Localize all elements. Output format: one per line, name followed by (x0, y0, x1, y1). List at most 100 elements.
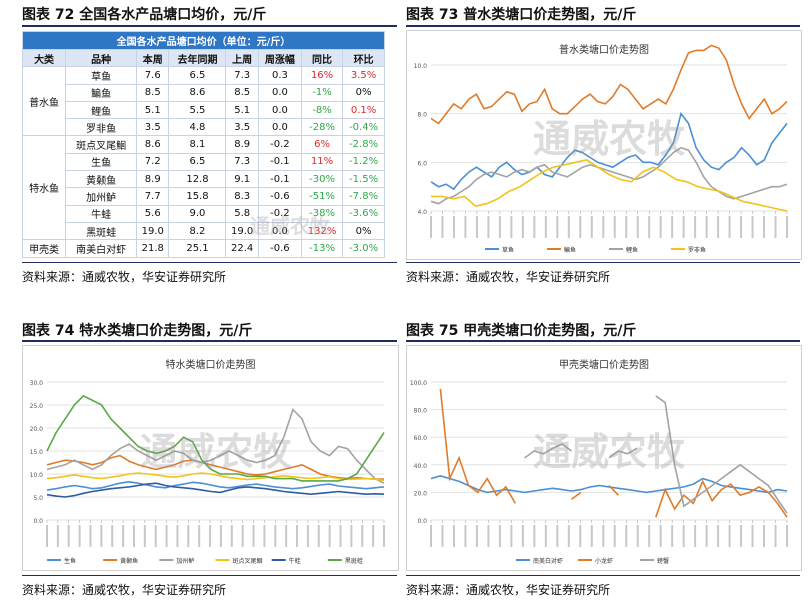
x-tick-label (154, 525, 157, 547)
y-tick-label: 5.0 (33, 495, 43, 502)
x-tick-label (717, 216, 720, 238)
wow-cell: -1.2% (342, 152, 385, 172)
table-row: 普水鱼 草鱼 7.6 6.5 7.3 0.3 16% 3.5% (21, 66, 385, 137)
x-tick-label (306, 525, 309, 547)
table-row: 黄颡鱼 8.9 12.8 9.1 -0.1 -30% -1.5% (23, 170, 385, 189)
x-tick-label (659, 216, 662, 238)
wow-cell: 0% (342, 221, 385, 241)
series-line (46, 408, 385, 484)
chart-75-panel: 甲壳类塘口价走势图 0.0 20.0 40.0 60.0 80.0 100.0 通威农牧 南美白… (406, 345, 802, 571)
x-tick-label (430, 525, 432, 547)
series-line (46, 454, 384, 480)
y-tick-label: 60.0 (414, 435, 428, 442)
series-line (46, 472, 385, 482)
category-cell: 甲壳类 (21, 239, 67, 258)
watermark: 通威农牧 (533, 117, 686, 161)
x-tick-label (56, 525, 59, 547)
x-tick-label (498, 525, 501, 547)
x-tick-label (590, 216, 593, 238)
table-row: 特水鱼 斑点叉尾鮰 8.6 8.1 8.9 -0.2 6% -2.8% (21, 135, 385, 241)
source-note: 资料来源：通威农牧，华安证券研究所 (406, 583, 611, 597)
table-row: 罗非鱼 3.5 4.8 3.5 0.0 -28% -0.4% (23, 118, 385, 137)
chart-73-panel: 普水类塘口价走势图 4.0 6.0 8.0 10.0 通威农牧 草鱼 鳊鱼 鲤鱼 罗非鱼 (406, 30, 802, 260)
x-tick-label (67, 525, 70, 547)
x-tick-label (510, 525, 513, 547)
x-tick-label (544, 525, 547, 547)
product-cell: 斑点叉尾鮰 (65, 135, 138, 154)
x-tick-label (165, 525, 168, 547)
title-rule (406, 25, 800, 27)
value-cell: 5.1 (225, 100, 259, 120)
column-header: 大类 (21, 48, 67, 68)
category-cell: 特水鱼 (21, 135, 67, 241)
legend-label: 黑斑蛙 (345, 557, 363, 565)
y-tick-label: 0.0 (33, 518, 43, 525)
title-rule (22, 25, 397, 27)
wow-cell: -0.4% (342, 118, 385, 137)
wow-cell: 0.1% (342, 100, 385, 120)
legend-label: 黄颡鱼 (120, 557, 138, 565)
series-line (524, 395, 788, 514)
legend-label: 鲤鱼 (626, 246, 638, 254)
wow-cell: -1.5% (342, 170, 385, 189)
x-tick-label (372, 525, 375, 547)
value-cell: 7.3 (225, 66, 259, 85)
x-tick-label (510, 216, 513, 238)
x-tick-label (728, 525, 731, 547)
value-cell: 21.8 (136, 239, 170, 258)
value-cell: 8.9 (225, 135, 259, 154)
wow-cell: -2.8% (342, 135, 385, 154)
x-tick-label (498, 216, 501, 238)
x-tick-label (533, 525, 536, 547)
value-cell: 19.0 (225, 221, 259, 241)
value-cell: 8.5 (225, 83, 259, 102)
wow-cell: -3.0% (342, 239, 385, 258)
x-tick-label (78, 525, 81, 547)
table-header-row: 大类 品种 本周 去年同期 上周 周涨幅 同比 环比 (21, 48, 385, 68)
x-tick-label (717, 525, 720, 547)
series-line (431, 159, 788, 212)
wow-cell: 0% (342, 83, 385, 102)
x-tick-label (452, 525, 455, 547)
series-line (46, 394, 385, 482)
x-tick-label (786, 525, 788, 547)
product-cell: 草鱼 (65, 66, 138, 85)
x-tick-label (636, 216, 639, 238)
legend-label: 草鱼 (502, 246, 514, 254)
legend-label: 小龙虾 (595, 557, 613, 565)
y-tick-label: 25.0 (30, 403, 44, 410)
value-cell: 7.7 (136, 187, 170, 206)
series-line (439, 388, 788, 518)
value-cell: -0.6 (257, 239, 302, 258)
x-tick-label (198, 525, 201, 547)
value-cell: 8.6 (168, 83, 227, 102)
x-tick-label (682, 525, 685, 547)
x-tick-label (132, 525, 135, 547)
x-tick-label (521, 525, 524, 547)
value-cell: 8.3 (225, 187, 259, 206)
x-tick-label (590, 525, 593, 547)
value-cell: -0.6 (257, 187, 302, 206)
title-rule (22, 340, 397, 342)
series-line (430, 111, 788, 191)
yoy-cell: 11% (300, 152, 344, 172)
value-cell: -0.1 (257, 170, 302, 189)
y-tick-label: 20.0 (414, 490, 428, 497)
figure-75-title: 图表 75 甲壳类塘口价走势图，元/斤 (406, 323, 637, 339)
table-row: 黑斑蛙 19.0 8.2 19.0 0.0 132% 0% (23, 221, 385, 241)
x-tick-label (786, 216, 788, 238)
legend-label: 螃蟹 (657, 557, 669, 565)
value-cell: -0.2 (257, 135, 302, 154)
column-header: 本周 (136, 48, 170, 68)
x-tick-label (521, 216, 524, 238)
column-header: 上周 (225, 48, 259, 68)
value-cell: 8.5 (136, 83, 170, 102)
x-tick-label (613, 525, 616, 547)
x-tick-label (648, 216, 651, 238)
x-tick-label (46, 525, 48, 547)
value-cell: 8.9 (136, 170, 170, 189)
figure-74-title: 图表 74 特水类塘口价走势图，元/斤 (22, 323, 253, 339)
figure-72-title: 图表 72 全国各水产品塘口均价，元/斤 (22, 7, 267, 23)
x-tick-label (361, 525, 364, 547)
column-header: 周涨幅 (257, 48, 302, 68)
